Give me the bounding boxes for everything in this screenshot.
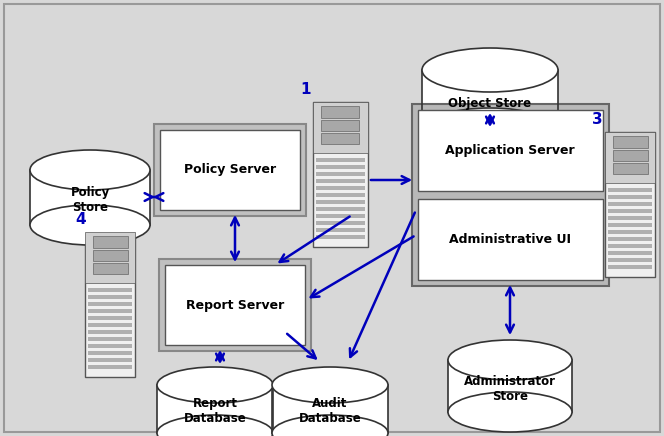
FancyBboxPatch shape xyxy=(88,337,132,341)
FancyBboxPatch shape xyxy=(315,228,365,232)
FancyBboxPatch shape xyxy=(85,232,135,378)
FancyBboxPatch shape xyxy=(88,309,132,313)
FancyBboxPatch shape xyxy=(608,188,652,192)
Text: Object Store: Object Store xyxy=(448,96,532,109)
Text: Policy
Store: Policy Store xyxy=(70,186,110,214)
FancyBboxPatch shape xyxy=(412,104,608,286)
Text: Administrative UI: Administrative UI xyxy=(449,233,571,246)
FancyBboxPatch shape xyxy=(608,209,652,213)
Ellipse shape xyxy=(30,205,150,245)
Text: Report Server: Report Server xyxy=(186,299,284,311)
FancyBboxPatch shape xyxy=(88,324,132,327)
FancyBboxPatch shape xyxy=(315,179,365,183)
Ellipse shape xyxy=(157,415,273,436)
FancyBboxPatch shape xyxy=(315,235,365,239)
Text: 4: 4 xyxy=(75,212,86,228)
FancyBboxPatch shape xyxy=(159,259,311,351)
FancyBboxPatch shape xyxy=(315,201,365,204)
Text: Application Server: Application Server xyxy=(445,144,575,157)
FancyBboxPatch shape xyxy=(92,236,127,248)
FancyBboxPatch shape xyxy=(608,237,652,241)
FancyBboxPatch shape xyxy=(315,158,365,162)
FancyBboxPatch shape xyxy=(321,119,359,131)
FancyBboxPatch shape xyxy=(88,302,132,306)
Polygon shape xyxy=(422,70,558,130)
FancyBboxPatch shape xyxy=(154,124,306,216)
FancyBboxPatch shape xyxy=(608,266,652,269)
FancyBboxPatch shape xyxy=(315,215,365,218)
Ellipse shape xyxy=(448,392,572,432)
Ellipse shape xyxy=(422,48,558,92)
Text: Policy Server: Policy Server xyxy=(184,164,276,177)
FancyBboxPatch shape xyxy=(608,245,652,248)
FancyBboxPatch shape xyxy=(315,221,365,225)
FancyBboxPatch shape xyxy=(88,351,132,355)
Text: Audit
Database: Audit Database xyxy=(299,397,361,426)
Ellipse shape xyxy=(272,415,388,436)
Polygon shape xyxy=(448,360,572,412)
FancyBboxPatch shape xyxy=(612,163,647,174)
Text: 1: 1 xyxy=(300,82,311,98)
Ellipse shape xyxy=(448,340,572,380)
FancyBboxPatch shape xyxy=(315,172,365,176)
FancyBboxPatch shape xyxy=(88,288,132,292)
FancyBboxPatch shape xyxy=(160,130,300,210)
FancyBboxPatch shape xyxy=(88,358,132,362)
FancyBboxPatch shape xyxy=(315,186,365,190)
FancyBboxPatch shape xyxy=(612,150,647,161)
FancyBboxPatch shape xyxy=(612,136,647,148)
FancyBboxPatch shape xyxy=(608,216,652,220)
FancyBboxPatch shape xyxy=(315,165,365,169)
FancyBboxPatch shape xyxy=(88,344,132,348)
FancyBboxPatch shape xyxy=(88,330,132,334)
FancyBboxPatch shape xyxy=(92,250,127,261)
FancyBboxPatch shape xyxy=(315,208,365,211)
Ellipse shape xyxy=(422,108,558,152)
Polygon shape xyxy=(272,385,388,433)
Text: Report
Database: Report Database xyxy=(184,397,246,426)
FancyBboxPatch shape xyxy=(92,263,127,274)
FancyBboxPatch shape xyxy=(605,133,655,277)
Text: 3: 3 xyxy=(592,112,603,127)
FancyBboxPatch shape xyxy=(605,133,655,183)
FancyBboxPatch shape xyxy=(88,365,132,369)
FancyBboxPatch shape xyxy=(313,102,367,153)
FancyBboxPatch shape xyxy=(85,232,135,283)
FancyBboxPatch shape xyxy=(321,133,359,144)
Ellipse shape xyxy=(272,367,388,403)
FancyBboxPatch shape xyxy=(418,110,602,191)
FancyBboxPatch shape xyxy=(315,193,365,197)
FancyBboxPatch shape xyxy=(608,252,652,255)
FancyBboxPatch shape xyxy=(88,317,132,320)
Polygon shape xyxy=(30,170,150,225)
FancyBboxPatch shape xyxy=(608,195,652,199)
FancyBboxPatch shape xyxy=(608,259,652,262)
Ellipse shape xyxy=(157,367,273,403)
FancyBboxPatch shape xyxy=(313,102,367,248)
FancyBboxPatch shape xyxy=(321,106,359,118)
Ellipse shape xyxy=(30,150,150,190)
FancyBboxPatch shape xyxy=(608,230,652,234)
FancyBboxPatch shape xyxy=(165,265,305,345)
Text: Administrator
Store: Administrator Store xyxy=(464,375,556,402)
FancyBboxPatch shape xyxy=(608,223,652,227)
FancyBboxPatch shape xyxy=(608,202,652,206)
FancyBboxPatch shape xyxy=(418,199,602,280)
Polygon shape xyxy=(157,385,273,433)
FancyBboxPatch shape xyxy=(88,295,132,299)
